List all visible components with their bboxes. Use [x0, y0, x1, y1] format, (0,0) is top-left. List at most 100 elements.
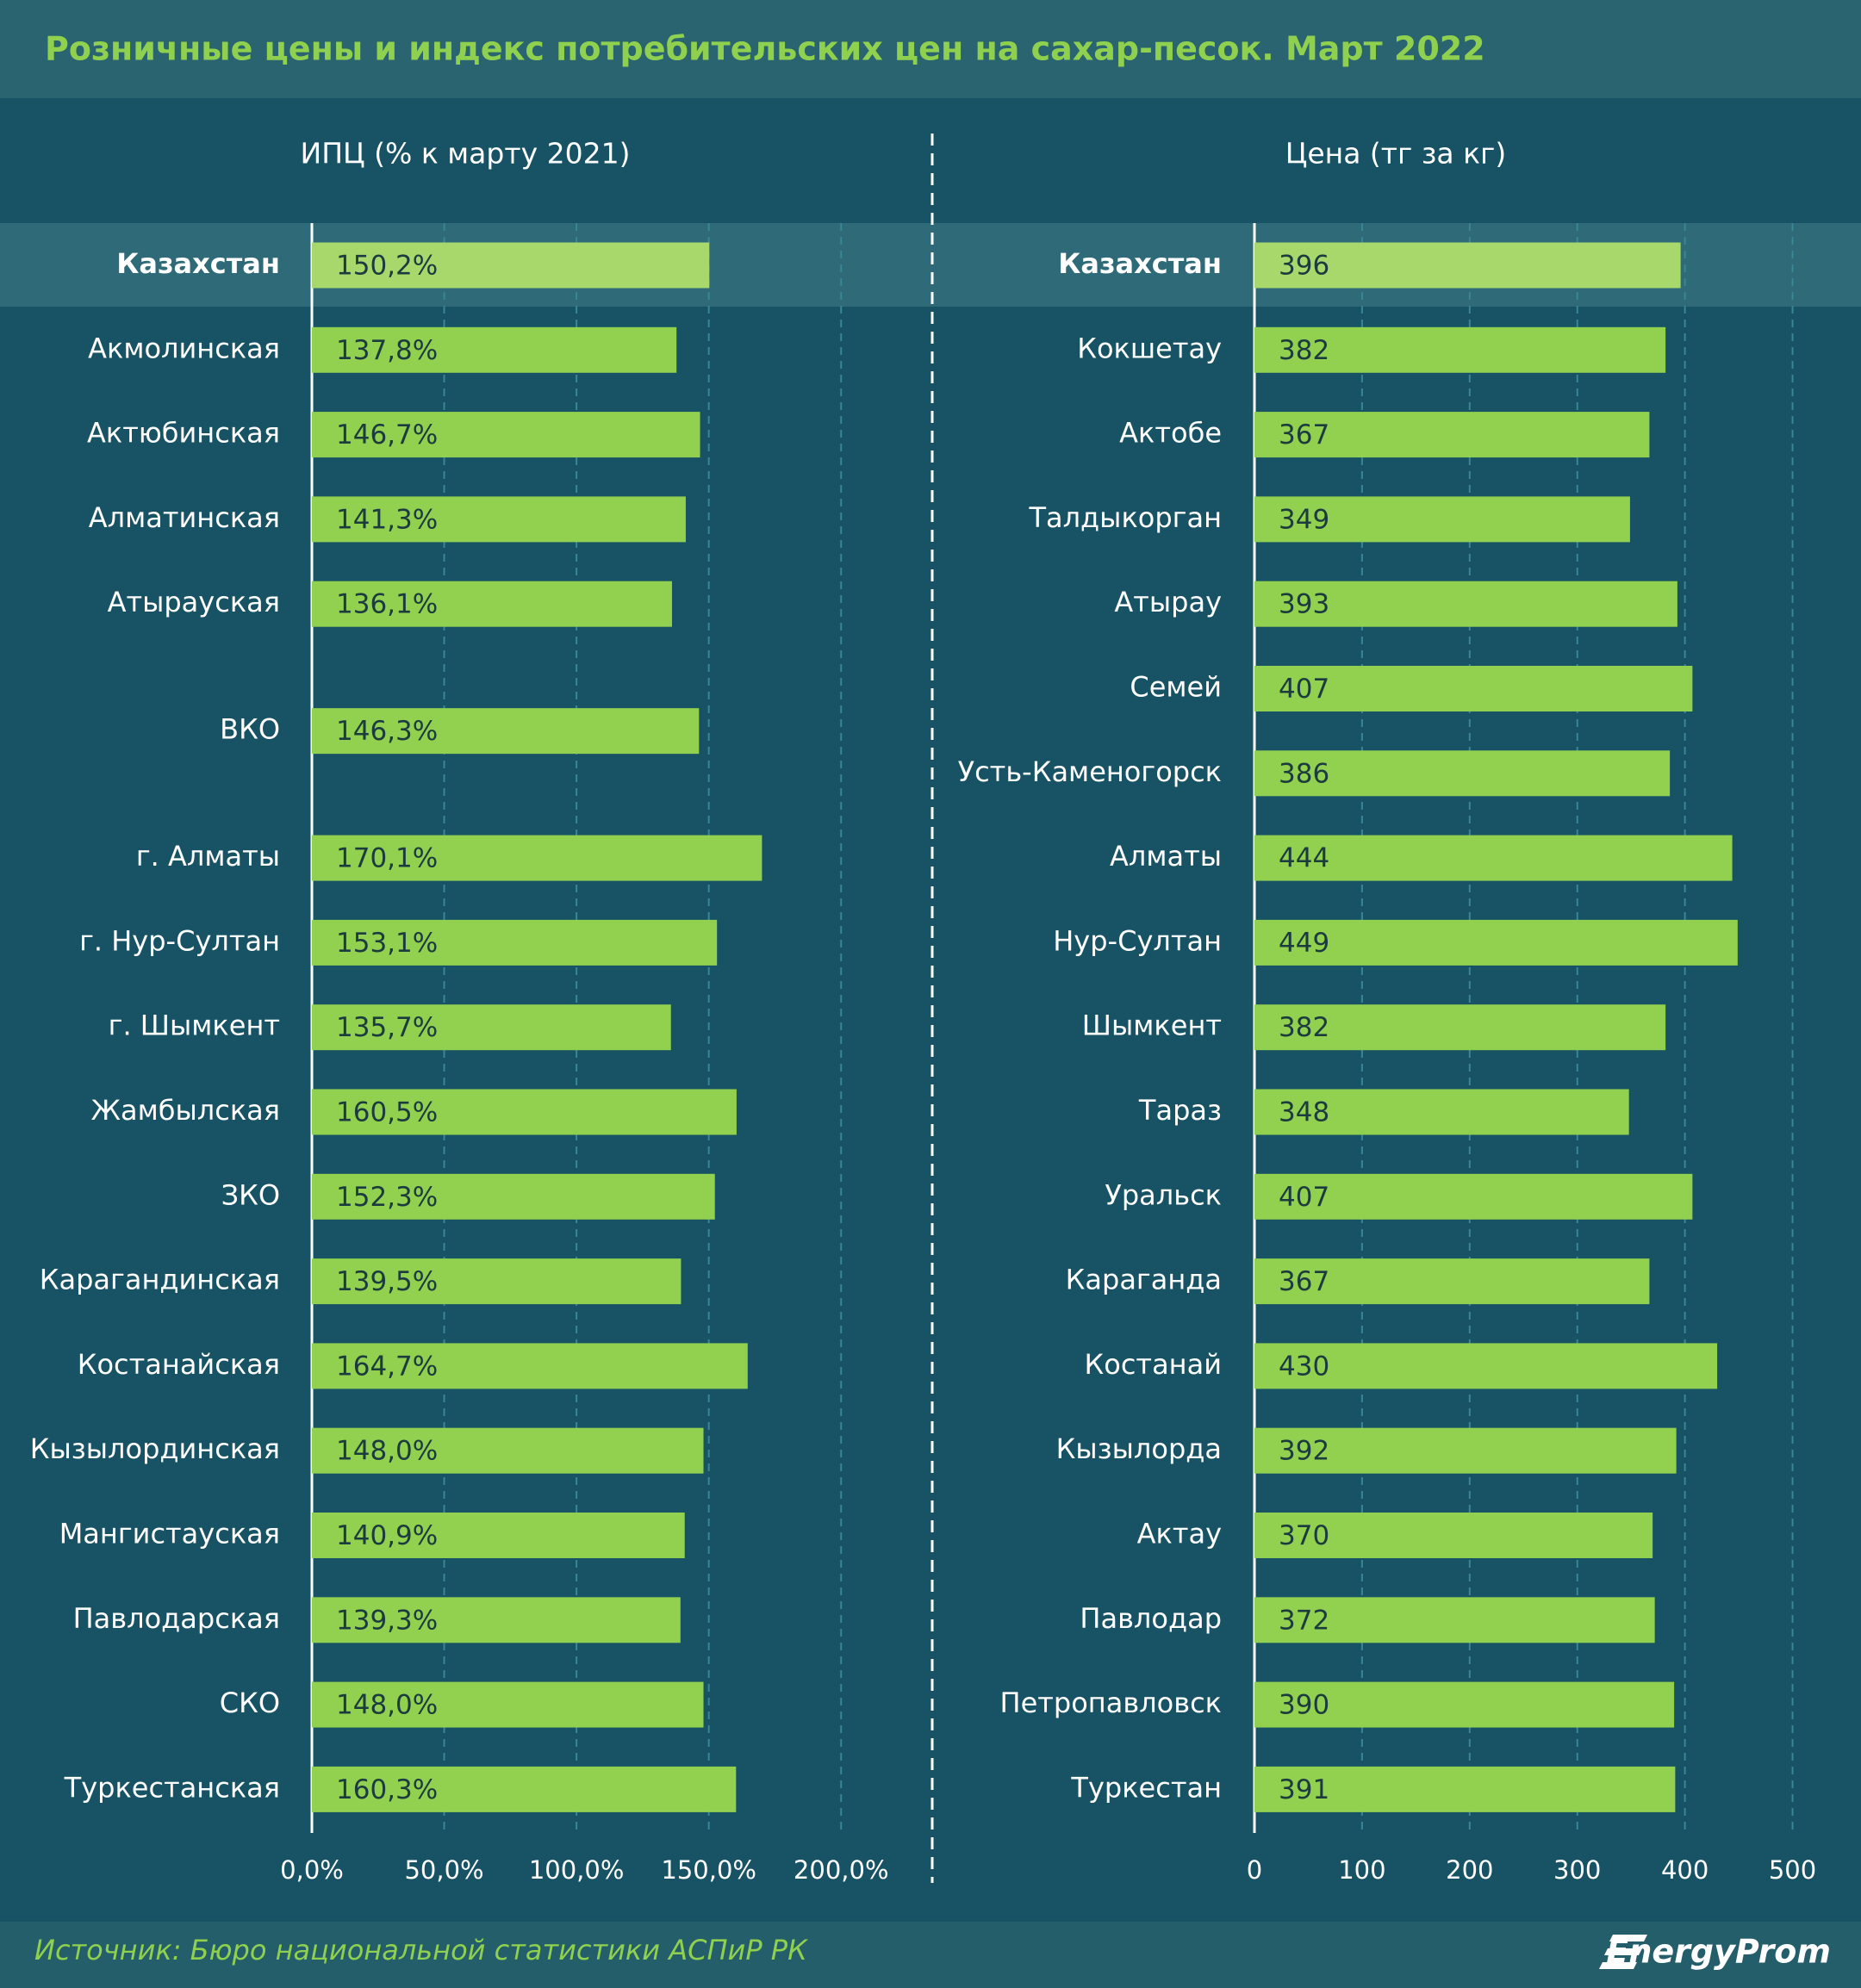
- bar: [1254, 412, 1650, 458]
- value-label: 370: [1279, 1520, 1329, 1551]
- category-label: Тараз: [1138, 1094, 1222, 1127]
- category-label: Атырау: [1114, 586, 1222, 618]
- category-label: Кокшетау: [1077, 332, 1222, 364]
- category-label: Семей: [1130, 671, 1222, 704]
- bar: [312, 581, 672, 627]
- value-label: 139,3%: [336, 1605, 438, 1636]
- category-label: ЗКО: [221, 1178, 280, 1211]
- value-label: 407: [1279, 1182, 1329, 1213]
- bar: [312, 1681, 704, 1728]
- value-label: 386: [1279, 758, 1329, 789]
- value-label: 449: [1279, 928, 1329, 959]
- value-label: 382: [1279, 1012, 1329, 1043]
- value-label: 146,3%: [336, 716, 438, 747]
- value-label: 367: [1279, 419, 1329, 450]
- logo-text: EnergyProm: [1606, 1933, 1831, 1971]
- x-tick-label: 200,0%: [794, 1855, 889, 1885]
- value-label: 367: [1279, 1266, 1329, 1297]
- x-tick-label: 0,0%: [280, 1855, 344, 1885]
- bar: [312, 1427, 704, 1474]
- x-tick-label: 150,0%: [661, 1855, 756, 1885]
- bar: [1254, 242, 1681, 289]
- value-label: 136,1%: [336, 589, 438, 620]
- bar: [312, 1343, 748, 1389]
- value-label: 391: [1279, 1774, 1329, 1805]
- title-band: [0, 0, 1861, 98]
- value-label: 396: [1279, 251, 1329, 282]
- value-label: 164,7%: [336, 1351, 438, 1382]
- category-label: Костанай: [1085, 1348, 1222, 1381]
- category-label: Туркестан: [1070, 1771, 1222, 1804]
- value-label: 137,8%: [336, 335, 438, 366]
- category-label: Шымкент: [1082, 1010, 1222, 1042]
- category-label: Казахстан: [1058, 247, 1222, 280]
- x-tick-label: 200: [1446, 1855, 1493, 1885]
- category-label: Карагандинская: [40, 1264, 280, 1296]
- category-label: Петропавловск: [1000, 1687, 1222, 1719]
- value-label: 444: [1279, 843, 1329, 874]
- bar: [312, 242, 710, 289]
- value-label: 139,5%: [336, 1266, 438, 1297]
- value-label: 160,3%: [336, 1774, 438, 1805]
- value-label: 153,1%: [336, 928, 438, 959]
- value-label: 349: [1279, 504, 1329, 535]
- x-tick-label: 400: [1661, 1855, 1709, 1885]
- bar: [1254, 1258, 1650, 1305]
- bar: [1254, 1681, 1675, 1728]
- value-label: 392: [1279, 1436, 1329, 1467]
- value-label: 382: [1279, 335, 1329, 366]
- bar: [312, 1766, 737, 1812]
- x-tick-label: 500: [1769, 1855, 1816, 1885]
- category-label: Костанайская: [78, 1348, 280, 1381]
- category-label: Актобе: [1119, 417, 1222, 450]
- bar: [312, 496, 686, 543]
- value-label: 348: [1279, 1097, 1329, 1128]
- logo-icon: [1599, 1935, 1647, 1969]
- value-label: 390: [1279, 1690, 1329, 1721]
- title: Розничные цены и индекс потребительских …: [45, 30, 1485, 68]
- bar: [312, 1597, 681, 1643]
- category-label: Актюбинская: [87, 417, 280, 450]
- value-label: 393: [1279, 589, 1329, 620]
- x-tick-label: 0: [1247, 1855, 1262, 1885]
- category-label: Нур-Султан: [1053, 924, 1222, 957]
- bar: [1254, 1597, 1655, 1643]
- bar: [1254, 666, 1693, 711]
- category-label: Усть-Каменогорск: [958, 755, 1222, 788]
- bar: [1254, 326, 1666, 373]
- bar: [312, 412, 700, 458]
- category-label: ВКО: [220, 713, 280, 746]
- value-label: 160,5%: [336, 1097, 438, 1128]
- bar: [312, 919, 718, 966]
- value-label: 152,3%: [336, 1182, 438, 1213]
- bar: [1254, 1089, 1629, 1135]
- value-label: 372: [1279, 1605, 1329, 1636]
- value-label: 141,3%: [336, 504, 438, 535]
- category-label: Туркестанская: [64, 1771, 280, 1804]
- x-tick-label: 300: [1553, 1855, 1601, 1885]
- bar: [312, 835, 762, 881]
- category-label: Актау: [1137, 1518, 1222, 1550]
- bar: [1254, 1427, 1677, 1474]
- category-label: СКО: [220, 1687, 280, 1719]
- category-label: г. Нур-Султан: [79, 924, 280, 957]
- bar: [1254, 581, 1677, 627]
- bar: [1254, 496, 1630, 543]
- value-label: 150,2%: [336, 251, 438, 282]
- bar: [1254, 1173, 1693, 1220]
- category-label: Кызылорда: [1056, 1432, 1222, 1465]
- bar: [312, 1089, 737, 1135]
- bar: [312, 1004, 671, 1051]
- bar: [1254, 1766, 1676, 1812]
- logo: EnergyProm: [1599, 1933, 1831, 1971]
- bar: [1254, 1343, 1718, 1389]
- category-label: Караганда: [1066, 1264, 1222, 1296]
- category-label: Алматы: [1110, 840, 1222, 873]
- source: Источник: Бюро национальной статистики А…: [34, 1934, 808, 1966]
- category-label: Алматинская: [89, 501, 280, 534]
- bar: [312, 1173, 715, 1220]
- bar: [312, 708, 700, 755]
- bar: [312, 326, 677, 373]
- value-label: 430: [1279, 1351, 1329, 1382]
